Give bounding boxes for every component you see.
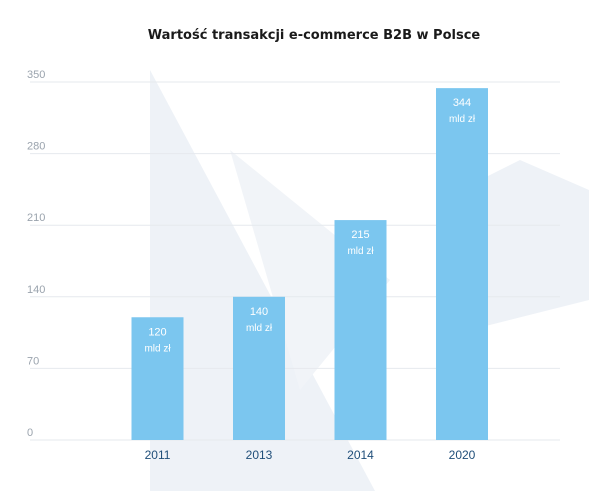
bar-2014: [334, 220, 387, 440]
data-labels: 120 mld zł 140 mld zł 215 mld zł 344 mld zł: [144, 97, 475, 354]
data-label-value: 140: [250, 306, 268, 318]
x-tick-label: 2011: [145, 448, 171, 462]
y-tick-label: 0: [27, 427, 33, 439]
x-tick-label: 2013: [246, 448, 273, 462]
data-label-value: 344: [453, 97, 471, 109]
bars: [131, 88, 488, 440]
x-tick-label: 2014: [347, 448, 374, 462]
x-axis-ticks: 2011 2013 2014 2020: [145, 448, 476, 462]
y-axis-ticks: 0 70 140 210 280 350: [27, 69, 45, 439]
data-label-unit: mld zł: [347, 246, 374, 257]
y-tick-label: 210: [27, 212, 45, 224]
y-tick-label: 140: [27, 284, 45, 296]
data-label-value: 120: [148, 326, 166, 338]
bar-2013: [233, 296, 285, 440]
data-label-value: 215: [351, 229, 369, 241]
y-tick-label: 70: [27, 355, 39, 367]
chart-title: Wartość transakcji e-commerce B2B w Pols…: [148, 28, 481, 43]
bar-2011: [131, 317, 184, 440]
data-label-unit: mld zł: [246, 323, 273, 334]
y-tick-label: 280: [27, 141, 45, 153]
data-label-unit: mld zł: [144, 343, 171, 354]
x-tick-label: 2020: [449, 448, 476, 462]
y-tick-label: 350: [27, 69, 45, 81]
bar-2020: [436, 88, 488, 440]
data-label-unit: mld zł: [449, 114, 476, 125]
